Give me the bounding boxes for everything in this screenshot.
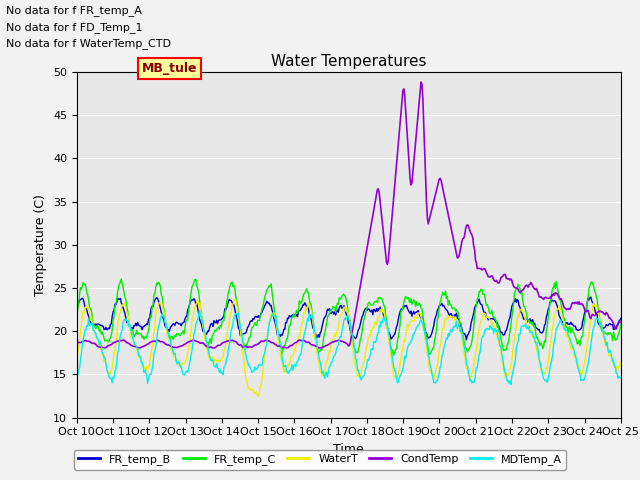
FR_temp_C [320,333,328,339]
CondTemp [394,141,402,147]
FR_temp_C [73,313,81,319]
CondTemp [417,79,425,85]
FR_temp_C [214,326,221,332]
WaterT [396,366,403,372]
Line: FR_temp_B: FR_temp_B [77,297,621,340]
FR_temp_C [396,328,403,334]
Line: CondTemp: CondTemp [77,82,621,348]
WaterT [438,329,445,335]
WaterT [194,296,202,302]
Text: No data for f WaterTemp_CTD: No data for f WaterTemp_CTD [6,38,172,49]
FR_temp_B [169,321,177,327]
FR_temp_C [617,321,625,327]
FR_temp_C [390,352,397,358]
WaterT [73,356,81,362]
CondTemp [438,181,445,187]
FR_temp_C [118,276,125,282]
WaterT [214,358,221,364]
MDTemp_A [214,365,221,371]
MDTemp_A [73,377,81,383]
MDTemp_A [196,308,204,313]
WaterT [484,314,492,320]
WaterT [255,394,262,399]
WaterT [321,370,328,375]
MDTemp_A [437,362,445,368]
Text: No data for f FD_Temp_1: No data for f FD_Temp_1 [6,22,143,33]
CondTemp [484,274,492,279]
FR_temp_C [438,293,445,299]
CondTemp [73,340,81,346]
WaterT [169,348,177,354]
CondTemp [320,344,328,349]
FR_temp_B [463,337,470,343]
FR_temp_B [73,308,81,314]
Line: MDTemp_A: MDTemp_A [77,311,621,384]
FR_temp_B [587,294,595,300]
X-axis label: Time: Time [333,443,364,456]
Line: WaterT: WaterT [77,299,621,396]
MDTemp_A [169,349,177,355]
FR_temp_B [394,322,401,327]
FR_temp_B [617,315,625,321]
MDTemp_A [507,382,515,387]
FR_temp_B [319,320,327,325]
Text: No data for f FR_temp_A: No data for f FR_temp_A [6,5,142,16]
CondTemp [617,319,625,325]
FR_temp_C [170,334,178,340]
MDTemp_A [617,375,625,381]
FR_temp_B [483,314,491,320]
Line: FR_temp_C: FR_temp_C [77,279,621,355]
FR_temp_C [484,305,492,311]
FR_temp_B [213,317,221,323]
Y-axis label: Temperature (C): Temperature (C) [35,194,47,296]
FR_temp_B [436,303,444,309]
CondTemp [209,345,217,351]
WaterT [617,360,625,365]
MDTemp_A [483,325,491,331]
CondTemp [169,344,177,350]
MDTemp_A [394,380,402,385]
MDTemp_A [320,371,328,377]
Legend: FR_temp_B, FR_temp_C, WaterT, CondTemp, MDTemp_A: FR_temp_B, FR_temp_C, WaterT, CondTemp, … [74,450,566,469]
Title: Water Temperatures: Water Temperatures [271,54,426,70]
CondTemp [214,343,221,348]
Text: MB_tule: MB_tule [142,62,198,75]
